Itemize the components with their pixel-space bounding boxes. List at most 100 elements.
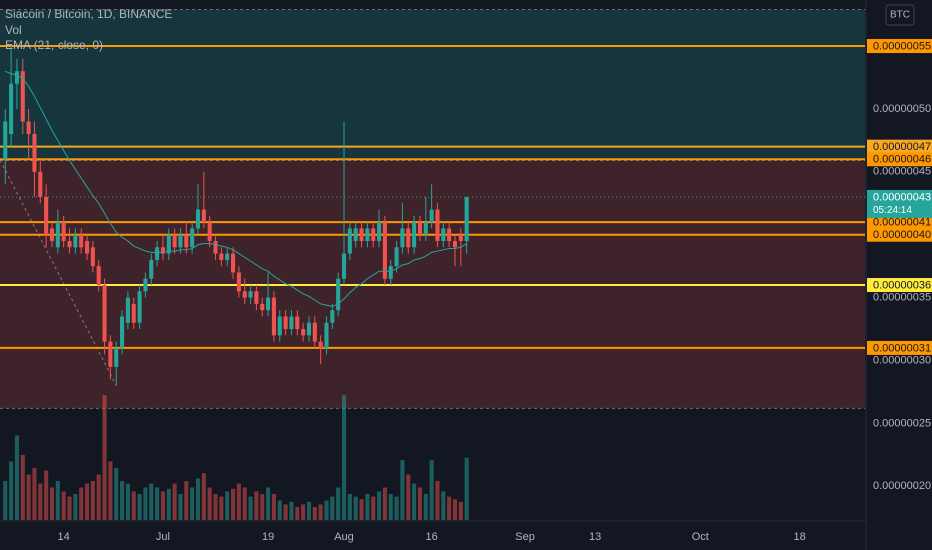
candle-body (254, 291, 259, 304)
volume-bar (67, 496, 72, 520)
level-label: 0.00000040 (873, 229, 931, 241)
volume-bar (230, 488, 236, 520)
x-tick-label: 13 (589, 531, 601, 543)
candle-body (102, 285, 107, 342)
volume-bar (412, 483, 417, 520)
candle-body (365, 228, 370, 242)
candle-body (295, 316, 300, 330)
candle-body (84, 241, 90, 254)
candle-body (429, 209, 434, 223)
currency-button[interactable] (885, 4, 915, 26)
level-label: 0.00000046 (873, 154, 931, 166)
volume-bar (266, 487, 271, 520)
candle-body (9, 83, 14, 135)
volume-bar (447, 496, 452, 520)
volume-bar (377, 491, 382, 520)
candle-body (306, 322, 312, 336)
volume-bar (359, 499, 364, 520)
volume-legend: Vol (5, 23, 22, 37)
candle-body (26, 121, 31, 135)
volume-bar (312, 507, 317, 520)
volume-bar (207, 487, 212, 520)
volume-bar (318, 504, 323, 520)
volume-bar (242, 487, 247, 520)
candle-body (347, 228, 352, 254)
volume-bar (236, 483, 241, 520)
candle-body (90, 247, 95, 267)
candle-body (149, 259, 154, 279)
candle-body (260, 303, 265, 311)
volume-bar (44, 470, 49, 520)
candle-body (283, 316, 288, 330)
currency-label[interactable]: BTC (890, 10, 910, 21)
volume-bar (464, 457, 469, 520)
volume-bar (120, 481, 125, 520)
candle-body (336, 278, 341, 311)
candle-body (131, 303, 136, 323)
y-tick-label: 0.00000025 (873, 417, 931, 429)
y-tick-label: 0.00000050 (873, 103, 931, 115)
volume-bar (61, 491, 66, 520)
volume-bar (441, 491, 446, 520)
volume-bar (96, 474, 101, 520)
candle-body (452, 241, 458, 248)
candle-body (96, 266, 101, 286)
candle-body (184, 234, 189, 248)
candle-body (377, 222, 382, 242)
candle-body (301, 329, 306, 336)
volume-bar (394, 496, 399, 520)
candle-body (394, 247, 399, 267)
volume-bar (219, 496, 224, 520)
x-tick-label: 16 (425, 531, 437, 543)
volume-bar (283, 504, 288, 520)
volume-bar (417, 487, 422, 520)
level-label: 0.00000047 (873, 141, 931, 153)
volume-bar (20, 455, 25, 520)
candle-body (20, 71, 25, 122)
volume-bar (55, 481, 60, 520)
candle-body (242, 291, 247, 298)
volume-bar (38, 483, 43, 520)
candle-body (172, 234, 177, 248)
volume-bar (295, 507, 300, 520)
candle-body (3, 121, 8, 160)
volume-bar (195, 478, 201, 520)
volume-bar (102, 395, 107, 520)
candle-body (330, 310, 335, 323)
candle-body (190, 228, 195, 248)
candle-body (324, 322, 329, 348)
candle-body (248, 291, 253, 298)
volume-bar (26, 474, 31, 520)
candle-body (236, 272, 241, 292)
candle-body (79, 234, 84, 248)
volume-bar (353, 496, 358, 520)
candle-body (423, 222, 428, 235)
candle-body (219, 253, 224, 260)
volume-bar (347, 494, 352, 520)
volume-bar (306, 501, 312, 520)
candle-body (458, 234, 463, 242)
candle-body (160, 247, 165, 254)
last-price-box (867, 189, 932, 218)
volume-bar (125, 483, 130, 520)
volume-bar (225, 491, 230, 520)
volume-bar (184, 481, 189, 520)
volume-bar (32, 468, 37, 520)
candle-body (55, 222, 60, 248)
volume-bar (73, 494, 78, 520)
y-tick-label: 0.00000045 (873, 166, 931, 178)
volume-bar (172, 483, 177, 520)
volume-bar (137, 494, 142, 520)
candle-body (213, 241, 218, 254)
volume-bar (14, 435, 19, 520)
candle-body (353, 228, 358, 242)
volume-bar (365, 494, 370, 520)
candle-body (125, 297, 130, 323)
volume-bar (9, 461, 14, 520)
candle-body (73, 234, 78, 248)
x-tick-label: 19 (262, 531, 274, 543)
candle-body (400, 228, 405, 248)
candle-body (155, 247, 160, 260)
volume-bar (301, 504, 306, 520)
volume-bar (160, 491, 165, 520)
